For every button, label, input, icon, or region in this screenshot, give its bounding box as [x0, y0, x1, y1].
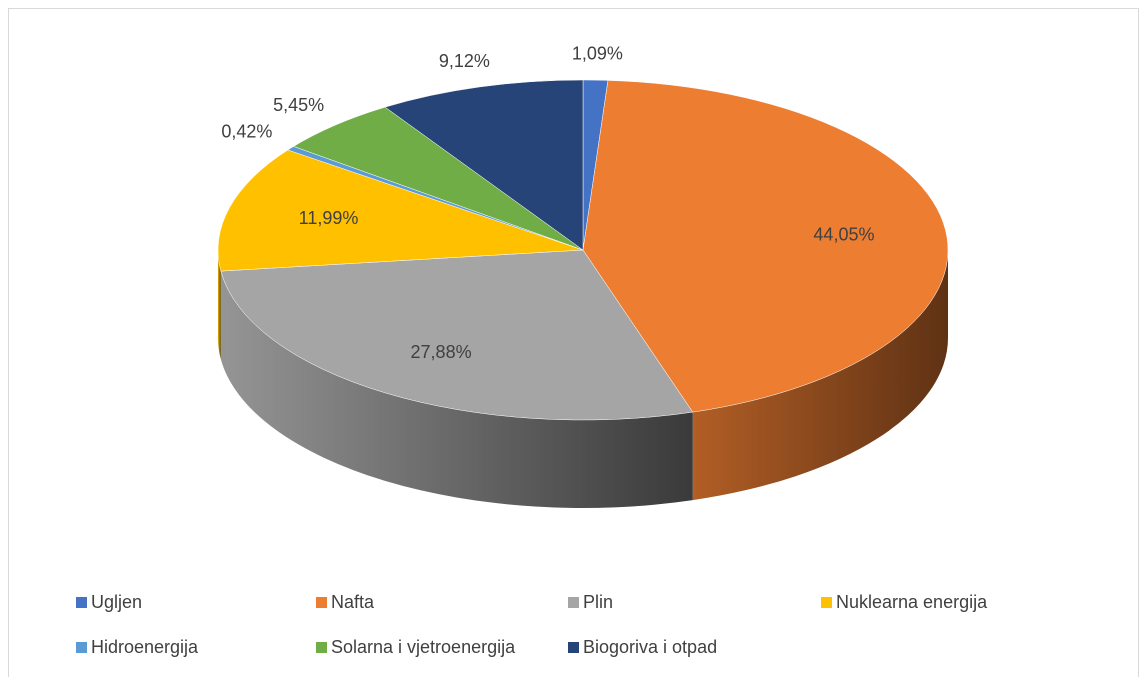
- legend-swatch: [821, 597, 832, 608]
- data-label: 9,12%: [439, 51, 490, 71]
- legend-label: Biogoriva i otpad: [583, 637, 717, 657]
- data-label: 5,45%: [273, 95, 324, 115]
- slice: [220, 249, 694, 421]
- slice: [582, 80, 949, 413]
- legend-swatch: [76, 642, 87, 653]
- slice: [384, 79, 584, 251]
- slice-side: [220, 271, 693, 508]
- legend-swatch: [316, 642, 327, 653]
- legend-label: Ugljen: [91, 592, 142, 612]
- legend-label: Nafta: [331, 592, 375, 612]
- legend-swatch: [316, 597, 327, 608]
- data-label: 1,09%: [572, 43, 623, 63]
- data-label: 27,88%: [411, 342, 472, 362]
- data-label: 11,99%: [299, 208, 359, 228]
- slice: [217, 149, 584, 272]
- legend-swatch: [568, 597, 579, 608]
- slice-side: [692, 250, 948, 501]
- legend-swatch: [76, 597, 87, 608]
- legend-label: Plin: [583, 592, 613, 612]
- data-label: 0,42%: [221, 122, 272, 142]
- slice-side: [218, 250, 221, 360]
- legend-label: Nuklearna energija: [836, 592, 988, 612]
- legend-swatch: [568, 642, 579, 653]
- data-label: 44,05%: [813, 224, 874, 244]
- legend-label: Solarna i vjetroenergija: [331, 637, 516, 657]
- legend-label: Hidroenergija: [91, 637, 199, 657]
